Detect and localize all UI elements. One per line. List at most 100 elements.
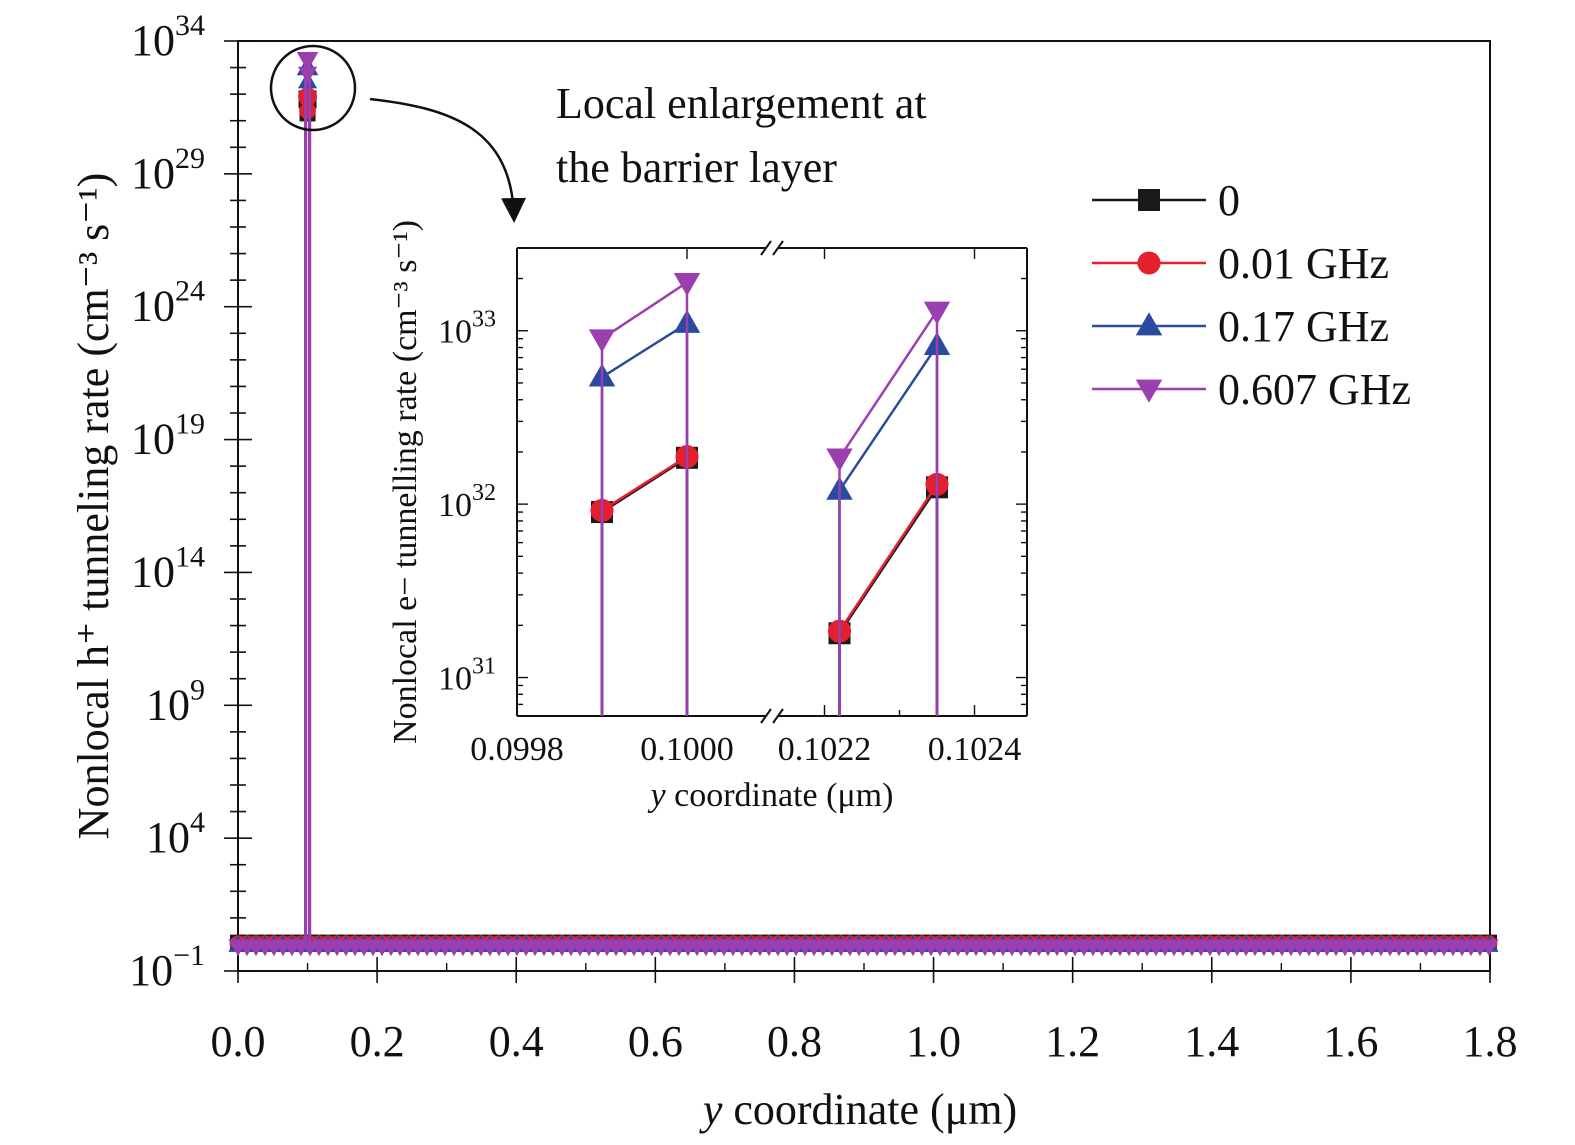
legend-marker	[1138, 189, 1160, 211]
inset-axis-break-mark	[760, 708, 772, 724]
main-y-tick-label: 1024	[131, 275, 205, 331]
inset-x-tick-label: 0.1024	[928, 731, 1022, 768]
main-series-peak-point	[297, 66, 318, 84]
inset-x-tick-label: 0.1000	[640, 731, 734, 768]
main-y-tick-base: 10	[146, 813, 190, 862]
main-x-axis-title-italic: y	[699, 1085, 723, 1134]
main-y-tick-exponent: −1	[173, 939, 205, 972]
inset-series-point	[923, 301, 951, 325]
main-y-tick-exponent: 19	[175, 408, 205, 441]
main-y-tick-base: 10	[131, 547, 175, 596]
main-series-point	[1479, 939, 1499, 957]
main-y-tick-label: 1034	[131, 9, 205, 65]
legend-item: 0	[1092, 176, 1240, 225]
inset-series-point	[826, 448, 853, 472]
inset-frame	[516, 240, 1028, 724]
legend-marker	[1137, 251, 1161, 275]
legend-label: 0.17 GHz	[1218, 302, 1389, 351]
inset-x-tick-label: 0.0998	[470, 731, 564, 768]
main-y-axis-title: Nonlocal h⁺ tunneling rate (cm⁻³ s⁻¹)	[69, 173, 118, 840]
main-y-tick-base: 10	[131, 282, 175, 331]
main-y-tick-base: 10	[131, 415, 175, 464]
inset-y-tick-base: 10	[438, 661, 472, 698]
main-y-tick-label: 104	[146, 806, 205, 862]
legend-label: 0.01 GHz	[1218, 239, 1389, 288]
inset-series-point	[588, 329, 616, 353]
legend-item: 0.01 GHz	[1092, 239, 1389, 288]
main-y-tick-label: 10−1	[129, 939, 205, 995]
main-y-tick-label: 1029	[131, 142, 205, 198]
main-x-tick-label: 0.2	[350, 1017, 405, 1066]
main-y-tick-label: 1019	[131, 408, 205, 464]
main-series	[228, 51, 1499, 957]
main-x-tick-label: 0.6	[628, 1017, 683, 1066]
main-y-tick-exponent: 34	[175, 9, 205, 42]
legend: 0 0.01 GHz 0.17 GHz 0.607 GHz	[1092, 176, 1411, 414]
main-x-axis-title: y coordinate (μm)	[699, 1085, 1017, 1134]
inset-x-axis-title-italic: y	[648, 777, 667, 814]
main-series-peak-point	[296, 51, 319, 71]
main-series-spike	[304, 58, 312, 945]
inset-axis-break-mark	[772, 240, 784, 256]
main-x-tick-label: 1.2	[1045, 1017, 1100, 1066]
inset-y-tick-base: 10	[438, 487, 472, 524]
main-y-tick-label: 1014	[131, 540, 205, 596]
main-y-tick-exponent: 14	[175, 540, 205, 573]
inset-x-axis-title: y coordinate (μm)	[648, 777, 894, 814]
main-x-tick-label: 1.0	[906, 1017, 961, 1066]
inset-series-line	[601, 322, 688, 379]
inset-series	[588, 273, 951, 716]
inset-y-tick-label: 1032	[438, 480, 496, 524]
main-y-tick-exponent: 24	[175, 275, 205, 308]
legend-marker	[1135, 379, 1163, 403]
highlight-circle	[269, 44, 357, 132]
inset-series-point	[673, 273, 701, 297]
main-y-tick-base: 10	[131, 16, 175, 65]
annotation-line-1: Local enlargement at	[556, 79, 927, 128]
inset-series-3	[588, 273, 951, 716]
inset-x-tick-label: 0.1022	[778, 731, 872, 768]
inset-x-ticks: 0.0998 0.1000 0.1022 0.1024	[470, 248, 1021, 768]
main-x-ticks: 0.0 0.2 0.4 0.6 0.8 1.0 1.2 1.4 1.6 1.8	[211, 957, 1518, 1066]
legend-label: 0	[1218, 176, 1240, 225]
main-x-tick-label: 1.4	[1184, 1017, 1239, 1066]
inset-series-line	[838, 310, 939, 459]
main-y-tick-base: 10	[131, 149, 175, 198]
legend-item: 0.607 GHz	[1092, 365, 1411, 414]
main-series-3	[228, 939, 1499, 957]
inset-y-tick-base: 10	[438, 314, 472, 351]
main-x-tick-label: 0.8	[767, 1017, 822, 1066]
inset-x-axis-title-rest: coordinate (μm)	[666, 777, 894, 814]
inset-series-line	[601, 455, 688, 512]
legend-label: 0.607 GHz	[1218, 365, 1411, 414]
main-series-peak-point	[298, 87, 318, 107]
main-y-tick-base: 10	[146, 680, 190, 729]
main-x-tick-label: 1.6	[1323, 1017, 1378, 1066]
main-y-tick-label: 109	[146, 673, 205, 729]
inset-y-tick-label: 1033	[438, 307, 496, 351]
inset-y-tick-label: 1031	[438, 654, 496, 698]
main-y-tick-exponent: 9	[190, 673, 205, 706]
main-x-axis-title-rest: coordinate (μm)	[722, 1085, 1017, 1134]
inset-axis-break-mark	[760, 240, 772, 256]
annotation-line-2: the barrier layer	[556, 143, 837, 192]
legend-item: 0.17 GHz	[1092, 302, 1389, 351]
inset-y-tick-exponent: 31	[472, 654, 496, 680]
inset-background	[517, 248, 1027, 716]
inset-series-line	[601, 281, 688, 340]
main-y-tick-base: 10	[129, 946, 173, 995]
inset-series-line	[838, 483, 939, 632]
main-x-tick-label: 0.0	[211, 1017, 266, 1066]
main-y-tick-exponent: 4	[190, 806, 205, 839]
inset-series-line	[838, 344, 939, 492]
inset-y-tick-exponent: 33	[472, 307, 496, 333]
inset-y-axis-title: Nonlocal e− tunnelling rate (cm⁻³ s⁻¹)	[387, 220, 424, 744]
main-x-tick-label: 1.8	[1463, 1017, 1518, 1066]
inset-axis-break-mark	[772, 708, 784, 724]
main-series-peak-point	[299, 102, 316, 120]
